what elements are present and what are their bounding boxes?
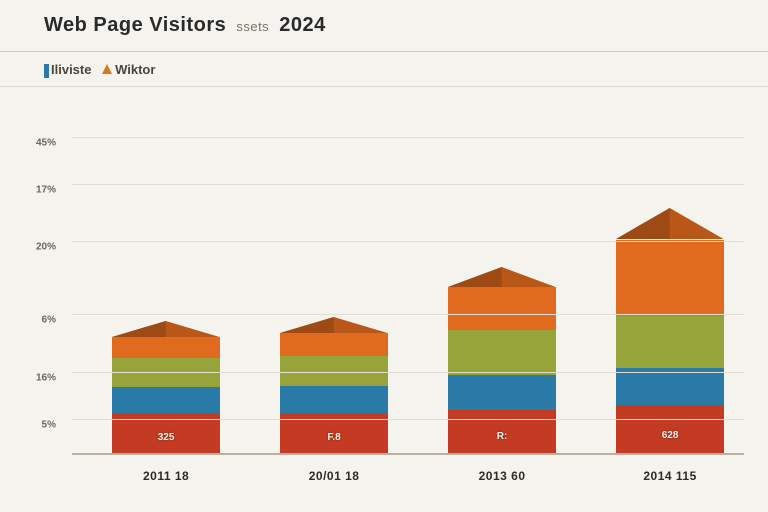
legend-label-1: Wiktor [115,62,155,77]
chart: 5% 16% 6% 20% 17% 45% 325 F.8 R: 628 2011 18 20/0… [16,87,752,489]
bar-segment [616,368,724,406]
gridline [72,419,744,420]
bar-segment [448,330,556,375]
y-tick-label: 5% [16,419,56,430]
bar-value-label: R: [497,431,508,442]
gridline [72,184,744,185]
bar-segment [280,386,388,412]
bar-segment [112,337,220,359]
bar-segment [616,316,724,368]
x-axis: 2011 18 20/01 18 2013 60 2014 115 [72,461,744,483]
bar-segment [112,387,220,413]
bar-roof [112,321,220,337]
y-tick-label: 16% [16,372,56,383]
y-tick-label: 6% [16,314,56,325]
x-tick-label: 2013 60 [479,469,526,483]
bar-value-label: F.8 [327,432,340,443]
gridline [72,241,744,242]
gridline [72,372,744,373]
gridline [72,314,744,315]
bar-segment [616,240,724,316]
x-tick-label: 2014 115 [643,469,696,483]
bar-segment [448,287,556,330]
y-tick-label: 17% [16,184,56,195]
bar-value-label: 325 [158,432,175,443]
bar-segment [448,375,556,410]
bar-segment [280,333,388,356]
chart-title: Web Page Visitors ssets 2024 [0,0,768,51]
y-tick-label: 45% [16,137,56,148]
x-tick-label: 2011 18 [143,469,189,483]
page: Web Page Visitors ssets 2024 Iliviste Wi… [0,0,768,512]
bar-roof [616,208,724,239]
y-tick-label: 20% [16,242,56,253]
legend-swatch-1 [101,63,113,78]
plot-area: 325 F.8 R: 628 [72,93,744,455]
y-axis: 5% 16% 6% 20% 17% 45% [16,93,62,455]
bar-roof [448,267,556,287]
gridline [72,137,744,138]
bar-roof [280,317,388,333]
legend-swatch-0 [44,64,49,78]
x-tick-label: 20/01 18 [309,469,360,483]
title-year: 2024 [279,14,326,36]
legend-label-0: Iliviste [51,62,91,77]
title-sub: ssets [236,19,269,34]
legend: Iliviste Wiktor [0,52,768,84]
title-main: Web Page Visitors [44,14,226,36]
bar-value-label: 628 [662,430,679,441]
